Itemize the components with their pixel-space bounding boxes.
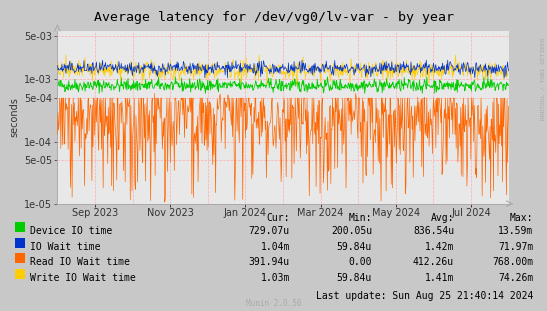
Text: 13.59m: 13.59m	[498, 226, 533, 236]
Text: 391.94u: 391.94u	[249, 257, 290, 267]
Text: Avg:: Avg:	[430, 213, 454, 223]
Text: 1.04m: 1.04m	[260, 242, 290, 252]
Text: 1.03m: 1.03m	[260, 273, 290, 283]
Text: Cur:: Cur:	[266, 213, 290, 223]
Text: 1.41m: 1.41m	[424, 273, 454, 283]
Text: Min:: Min:	[348, 213, 372, 223]
Text: Write IO Wait time: Write IO Wait time	[30, 273, 136, 283]
Text: 59.84u: 59.84u	[337, 273, 372, 283]
Text: Max:: Max:	[510, 213, 533, 223]
Text: 412.26u: 412.26u	[413, 257, 454, 267]
Y-axis label: seconds: seconds	[10, 97, 20, 137]
Text: 0.00: 0.00	[348, 257, 372, 267]
Text: Munin 2.0.56: Munin 2.0.56	[246, 299, 301, 308]
Text: 1.42m: 1.42m	[424, 242, 454, 252]
Text: 836.54u: 836.54u	[413, 226, 454, 236]
Text: 768.00m: 768.00m	[492, 257, 533, 267]
Text: 729.07u: 729.07u	[249, 226, 290, 236]
Text: IO Wait time: IO Wait time	[30, 242, 101, 252]
Text: 74.26m: 74.26m	[498, 273, 533, 283]
Text: Device IO time: Device IO time	[30, 226, 112, 236]
Text: 59.84u: 59.84u	[337, 242, 372, 252]
Text: Read IO Wait time: Read IO Wait time	[30, 257, 130, 267]
Text: 71.97m: 71.97m	[498, 242, 533, 252]
Text: 200.05u: 200.05u	[331, 226, 372, 236]
Text: Average latency for /dev/vg0/lv-var - by year: Average latency for /dev/vg0/lv-var - by…	[94, 11, 453, 24]
Text: Last update: Sun Aug 25 21:40:14 2024: Last update: Sun Aug 25 21:40:14 2024	[316, 291, 533, 301]
Text: RRDTOOL / TOBI OETIKER: RRDTOOL / TOBI OETIKER	[541, 37, 546, 120]
